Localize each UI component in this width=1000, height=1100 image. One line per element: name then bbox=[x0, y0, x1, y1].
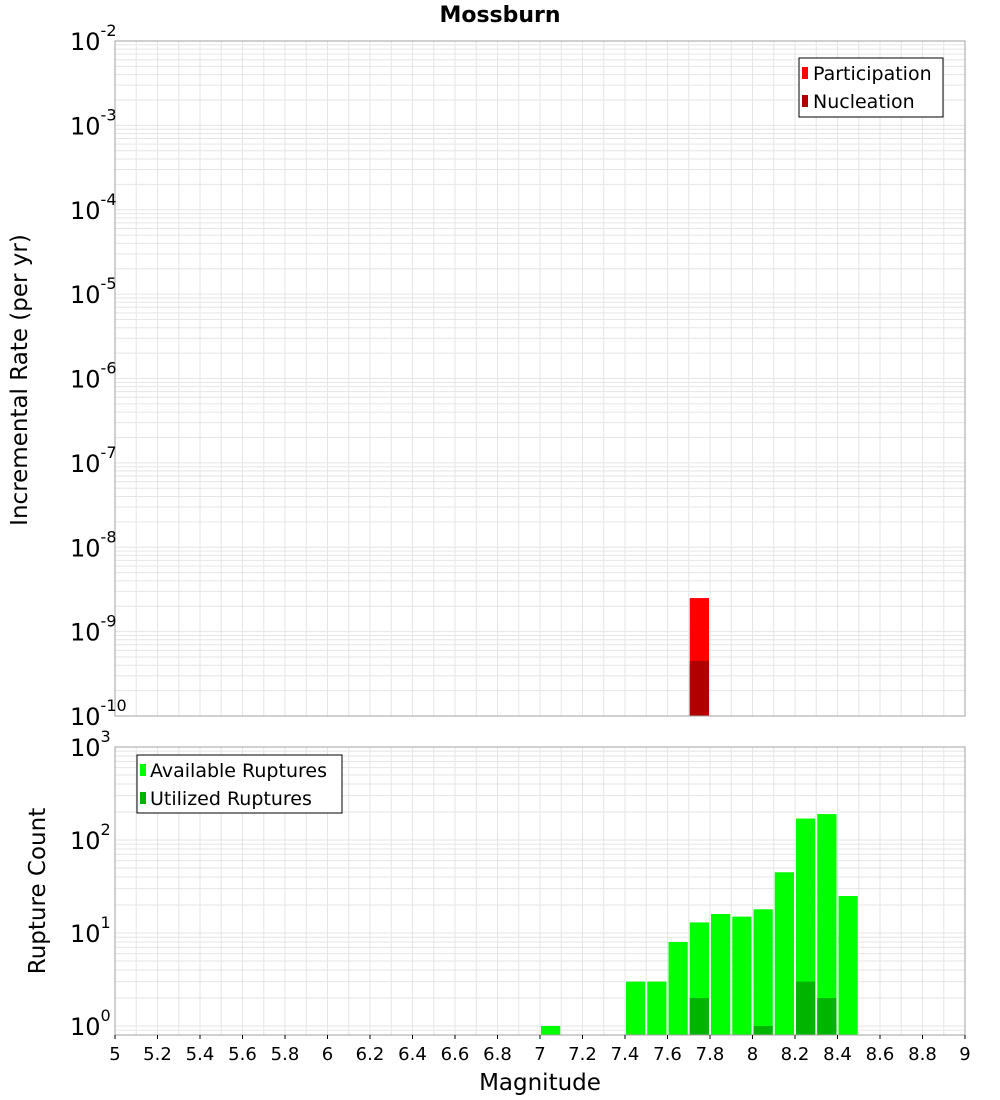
nucleation-legend-swatch bbox=[802, 95, 808, 107]
nucleation-legend-label: Nucleation bbox=[813, 91, 915, 113]
y-tick-exponent: -8 bbox=[101, 527, 117, 546]
x-tick-label: 6 bbox=[322, 1044, 333, 1065]
x-tick-label: 7.6 bbox=[653, 1044, 682, 1065]
available-ruptures-bar bbox=[626, 981, 646, 1035]
rate-grid bbox=[114, 41, 966, 717]
y-tick-label: 10-9 bbox=[70, 612, 117, 647]
utilized-ruptures-bar bbox=[753, 1025, 773, 1035]
y-tick-label: 102 bbox=[70, 820, 111, 855]
x-tick-label: 8.8 bbox=[908, 1044, 937, 1065]
rate-panel: 10-2 10-3 10-4 10-5 10-6 10-7 10-8 10-9 10-10 In… bbox=[7, 21, 966, 731]
nucleation-bar bbox=[689, 660, 709, 716]
participation-legend-label: Participation bbox=[813, 63, 932, 85]
y-tick-exponent: -2 bbox=[101, 21, 117, 40]
rate-y-axis-label: Incremental Rate (per yr) bbox=[7, 234, 33, 526]
rate-plot-border bbox=[114, 40, 966, 717]
y-tick-label: 103 bbox=[70, 727, 111, 762]
x-ticks: 5 5.2 5.4 5.6 5.8 6 6.2 6.4 6.6 6.8 7 7.2 7.4 7.6 7.8 8… bbox=[109, 1035, 971, 1065]
x-tick-label: 7 bbox=[534, 1044, 545, 1065]
rate-legend-box bbox=[798, 57, 944, 118]
x-tick-label: 5.6 bbox=[228, 1044, 257, 1065]
available-ruptures-bar bbox=[541, 1025, 561, 1035]
y-tick-label: 10-8 bbox=[70, 527, 117, 562]
y-tick-label: 10-6 bbox=[70, 359, 117, 394]
available-ruptures-bar bbox=[838, 895, 858, 1035]
x-tick-label: 7.8 bbox=[696, 1044, 725, 1065]
x-tick-label: 8.4 bbox=[823, 1044, 852, 1065]
x-tick-label: 6.2 bbox=[356, 1044, 385, 1065]
x-tick-label: 5.4 bbox=[186, 1044, 215, 1065]
rate-bars bbox=[689, 598, 709, 716]
y-tick-exponent: 3 bbox=[101, 727, 111, 746]
y-tick-exponent: 0 bbox=[101, 1006, 111, 1025]
x-tick-label: 6.8 bbox=[483, 1044, 512, 1065]
count-legend: Available Ruptures Utilized Ruptures bbox=[136, 754, 343, 814]
available-ruptures-bar bbox=[796, 818, 816, 1035]
x-tick-label: 7.2 bbox=[568, 1044, 597, 1065]
available-ruptures-bar bbox=[817, 814, 837, 1035]
x-tick-label: 8.6 bbox=[866, 1044, 895, 1065]
y-tick-label: 10-3 bbox=[70, 105, 117, 140]
y-tick-label: 10-7 bbox=[70, 443, 117, 478]
count-bars bbox=[541, 814, 858, 1035]
y-tick-exponent: 2 bbox=[101, 820, 111, 839]
available-ruptures-bar bbox=[668, 942, 688, 1035]
count-legend-box bbox=[136, 754, 343, 814]
y-tick-exponent: -10 bbox=[101, 696, 127, 715]
utilized-legend-label: Utilized Ruptures bbox=[150, 788, 312, 810]
y-tick-exponent: 1 bbox=[101, 913, 111, 932]
y-tick-exponent: -4 bbox=[101, 190, 117, 209]
y-tick-label: 10-2 bbox=[70, 21, 117, 56]
y-tick-label: 10-5 bbox=[70, 274, 117, 309]
available-ruptures-bar bbox=[732, 916, 752, 1035]
x-axis-label: Magnitude bbox=[479, 1070, 601, 1096]
y-tick-exponent: -3 bbox=[101, 105, 117, 124]
available-legend-swatch bbox=[140, 764, 146, 776]
x-tick-label: 8.2 bbox=[781, 1044, 810, 1065]
x-tick-label: 5.2 bbox=[143, 1044, 172, 1065]
y-tick-label: 101 bbox=[70, 913, 111, 948]
utilized-legend-swatch bbox=[140, 792, 146, 804]
participation-legend-swatch bbox=[802, 67, 808, 79]
x-tick-label: 7.4 bbox=[611, 1044, 640, 1065]
x-tick-label: 6.4 bbox=[398, 1044, 427, 1065]
rate-legend: Participation Nucleation bbox=[798, 57, 944, 118]
x-tick-label: 5.8 bbox=[271, 1044, 300, 1065]
utilized-ruptures-bar bbox=[817, 997, 837, 1035]
y-tick-exponent: -5 bbox=[101, 274, 117, 293]
available-ruptures-bar bbox=[774, 872, 794, 1035]
utilized-ruptures-bar bbox=[689, 997, 709, 1035]
y-tick-exponent: -9 bbox=[101, 612, 117, 631]
available-ruptures-bar bbox=[753, 909, 773, 1035]
y-tick-exponent: -7 bbox=[101, 443, 117, 462]
y-tick-label: 10-4 bbox=[70, 190, 117, 225]
x-tick-label: 6.6 bbox=[441, 1044, 470, 1065]
chart-title: Mossburn bbox=[439, 3, 560, 28]
available-ruptures-bar bbox=[647, 981, 667, 1035]
x-tick-label: 5 bbox=[109, 1044, 120, 1065]
y-tick-label: 100 bbox=[70, 1006, 111, 1041]
y-tick-label: 10-10 bbox=[70, 696, 127, 731]
y-tick-exponent: -6 bbox=[101, 359, 117, 378]
count-y-axis-label: Rupture Count bbox=[25, 808, 51, 974]
x-tick-label: 9 bbox=[959, 1044, 970, 1065]
x-tick-label: 8 bbox=[747, 1044, 758, 1065]
available-ruptures-bar bbox=[711, 914, 731, 1035]
utilized-ruptures-bar bbox=[796, 981, 816, 1035]
available-legend-label: Available Ruptures bbox=[150, 760, 327, 782]
